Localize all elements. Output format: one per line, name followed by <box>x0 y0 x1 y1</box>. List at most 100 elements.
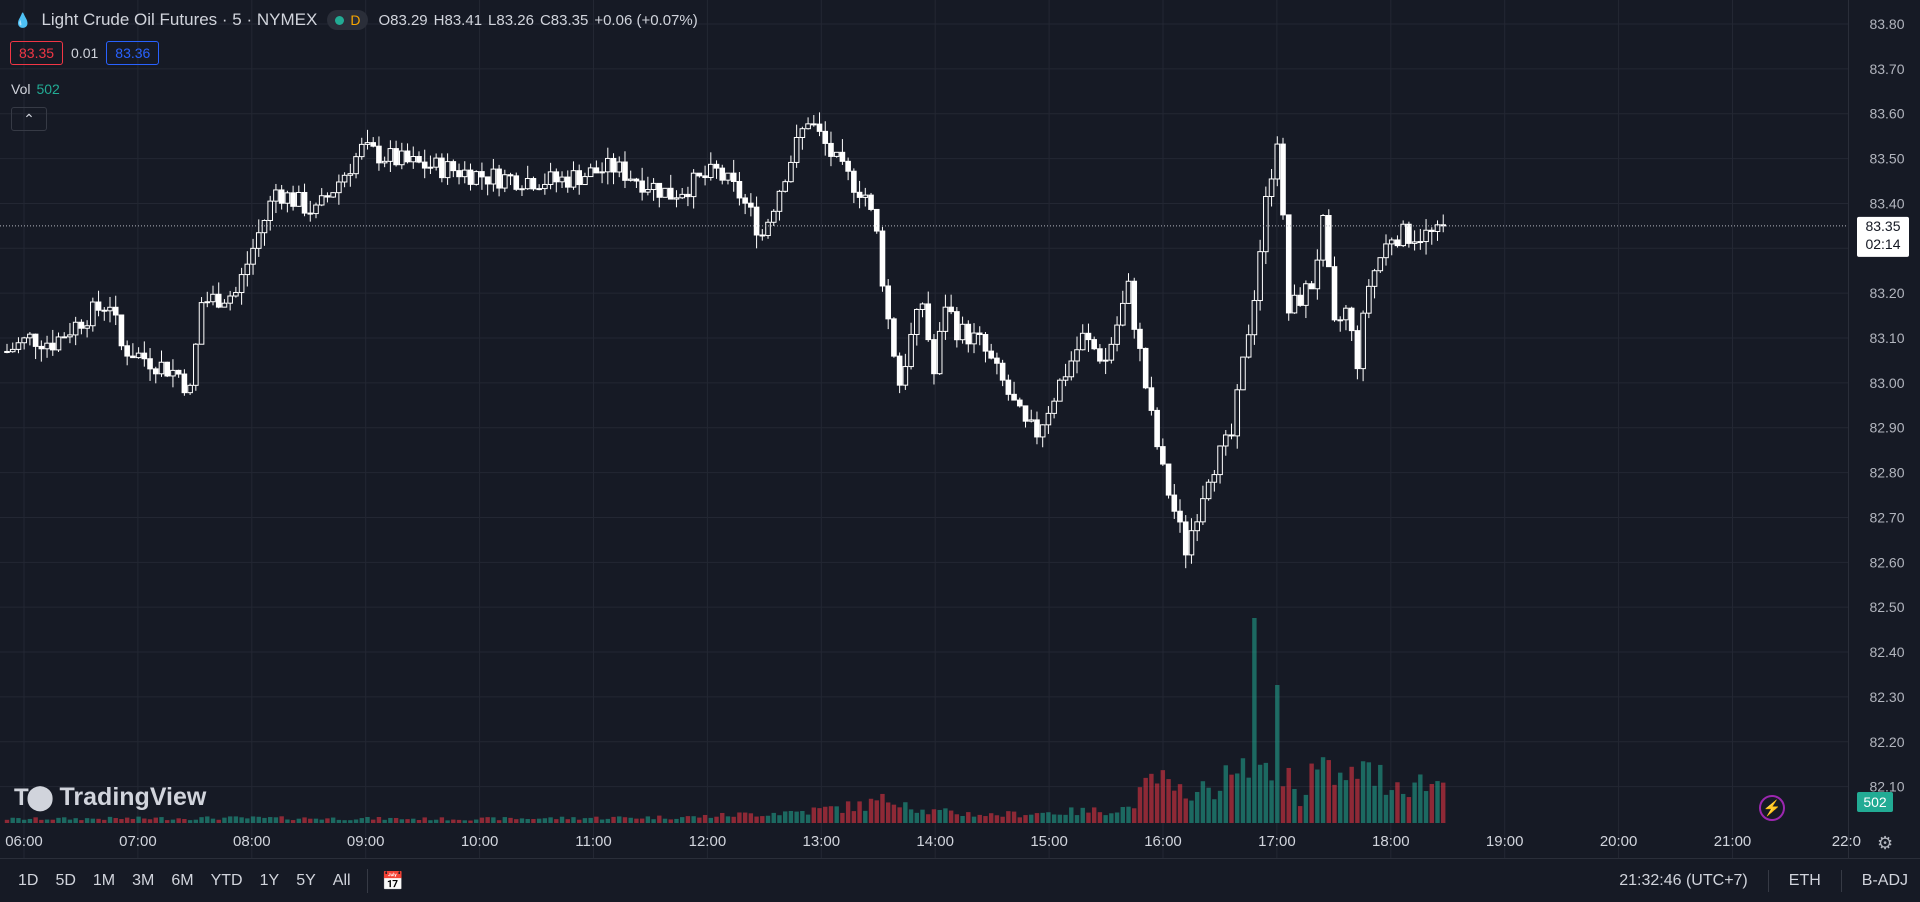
volume-bar <box>1435 781 1440 823</box>
range-3m-button[interactable]: 3M <box>132 872 155 889</box>
candle-body <box>513 175 520 190</box>
volume-bar <box>628 817 633 823</box>
candle-body <box>725 172 731 181</box>
candle-body <box>1085 332 1092 341</box>
candle-body <box>896 355 903 386</box>
candle-body <box>1251 300 1258 336</box>
volume-bar <box>611 816 616 823</box>
market-status[interactable]: D <box>327 10 369 30</box>
volume-bar <box>1343 780 1349 823</box>
volume-bar <box>474 819 479 823</box>
candle-body <box>221 302 228 308</box>
candle-body <box>730 172 737 182</box>
volume-bar <box>1120 807 1125 823</box>
volume-bar <box>857 801 862 823</box>
session-toggle[interactable]: ETH <box>1788 872 1821 889</box>
candle-body <box>793 136 800 163</box>
volume-bar <box>96 818 101 823</box>
volume-bar <box>468 820 473 823</box>
time-tick-label: 08:00 <box>233 833 271 850</box>
range-6m-button[interactable]: 6M <box>171 872 194 889</box>
volume-bar <box>233 816 239 823</box>
range-1y-button[interactable]: 1Y <box>259 872 280 889</box>
candle-body <box>15 342 22 350</box>
volume-bar <box>622 817 628 823</box>
candle-body <box>233 292 239 297</box>
volume-bar <box>1412 782 1417 823</box>
volume-bar <box>697 817 702 823</box>
candle-body <box>948 306 954 313</box>
price-tick-label: 83.60 <box>1869 106 1904 122</box>
volume-bar <box>1040 812 1045 823</box>
volume-bar <box>451 819 456 823</box>
range-5y-button[interactable]: 5Y <box>296 872 316 889</box>
volume-bar <box>142 818 147 823</box>
volume-bar <box>176 818 181 823</box>
candle-body <box>1068 360 1075 378</box>
volume-bar <box>1057 814 1063 823</box>
candle-body <box>839 151 846 162</box>
candle-body <box>845 160 851 172</box>
candle-body <box>450 161 457 172</box>
chevron-up-icon: ⌃ <box>23 110 35 127</box>
close-value: 83.35 <box>550 11 589 29</box>
settings-gear-icon[interactable]: ⚙ <box>1877 833 1894 853</box>
low-value: 83.26 <box>496 11 534 29</box>
candle-body <box>95 301 102 311</box>
candle-body <box>1411 241 1418 244</box>
volume-bar <box>405 819 410 823</box>
volume-bar <box>1297 806 1303 823</box>
volume-bar <box>16 818 21 823</box>
volume-bar <box>788 810 794 823</box>
volume-bar <box>1355 778 1360 823</box>
adjustment-toggle[interactable]: B-ADJ <box>1861 872 1908 889</box>
volume-bar <box>491 817 496 823</box>
volume-bar <box>828 806 834 823</box>
candle-body <box>811 123 817 126</box>
candle-body <box>358 143 365 158</box>
sell-button[interactable]: 83.35 <box>10 41 64 65</box>
candle-body <box>427 166 434 169</box>
range-ytd-button[interactable]: YTD <box>210 872 243 889</box>
candle-body <box>1406 223 1412 244</box>
range-1d-button[interactable]: 1D <box>18 872 39 889</box>
volume-bar <box>885 802 891 823</box>
volume-bar <box>308 818 313 823</box>
volume-bar <box>1051 814 1057 823</box>
candle-body <box>1079 332 1086 351</box>
lightning-icon[interactable]: ⚡ <box>1759 795 1785 821</box>
candle-body <box>250 247 256 265</box>
range-5d-button[interactable]: 5D <box>55 872 76 889</box>
volume-bar <box>720 812 725 823</box>
candle-body <box>1343 307 1349 321</box>
volume-bar <box>39 819 44 823</box>
collapse-legend-button[interactable]: ⌃ <box>11 107 47 131</box>
candle-body <box>650 182 657 191</box>
buy-button[interactable]: 83.36 <box>106 41 160 65</box>
volume-bar <box>502 817 508 823</box>
candle-body <box>507 174 514 177</box>
volume-bar <box>954 814 960 823</box>
candle-body <box>1119 302 1126 326</box>
volume-bar <box>165 820 170 823</box>
candle-body <box>805 123 811 130</box>
volume-bar <box>565 819 570 823</box>
clock-timezone[interactable]: 21:32:46 (UTC+7) <box>1619 872 1748 889</box>
candle-body <box>347 173 354 176</box>
candle-body <box>1360 312 1366 370</box>
delayed-badge: D <box>350 12 361 28</box>
symbol-title[interactable]: Light Crude Oil Futures · 5 · NYMEX <box>41 10 318 29</box>
range-all-button[interactable]: All <box>332 872 351 889</box>
range-1m-button[interactable]: 1M <box>92 872 116 889</box>
candle-body <box>1062 376 1069 381</box>
time-tick-label: 16:00 <box>1144 833 1182 850</box>
calendar-goto-icon[interactable]: 📅 <box>381 870 404 891</box>
candle-body <box>1240 356 1246 391</box>
volume-bar <box>971 816 977 823</box>
candle-body <box>1366 285 1372 314</box>
volume-bar <box>330 817 336 823</box>
volume-bar <box>977 814 982 823</box>
candle-body <box>708 163 714 179</box>
candle-body <box>908 333 914 368</box>
